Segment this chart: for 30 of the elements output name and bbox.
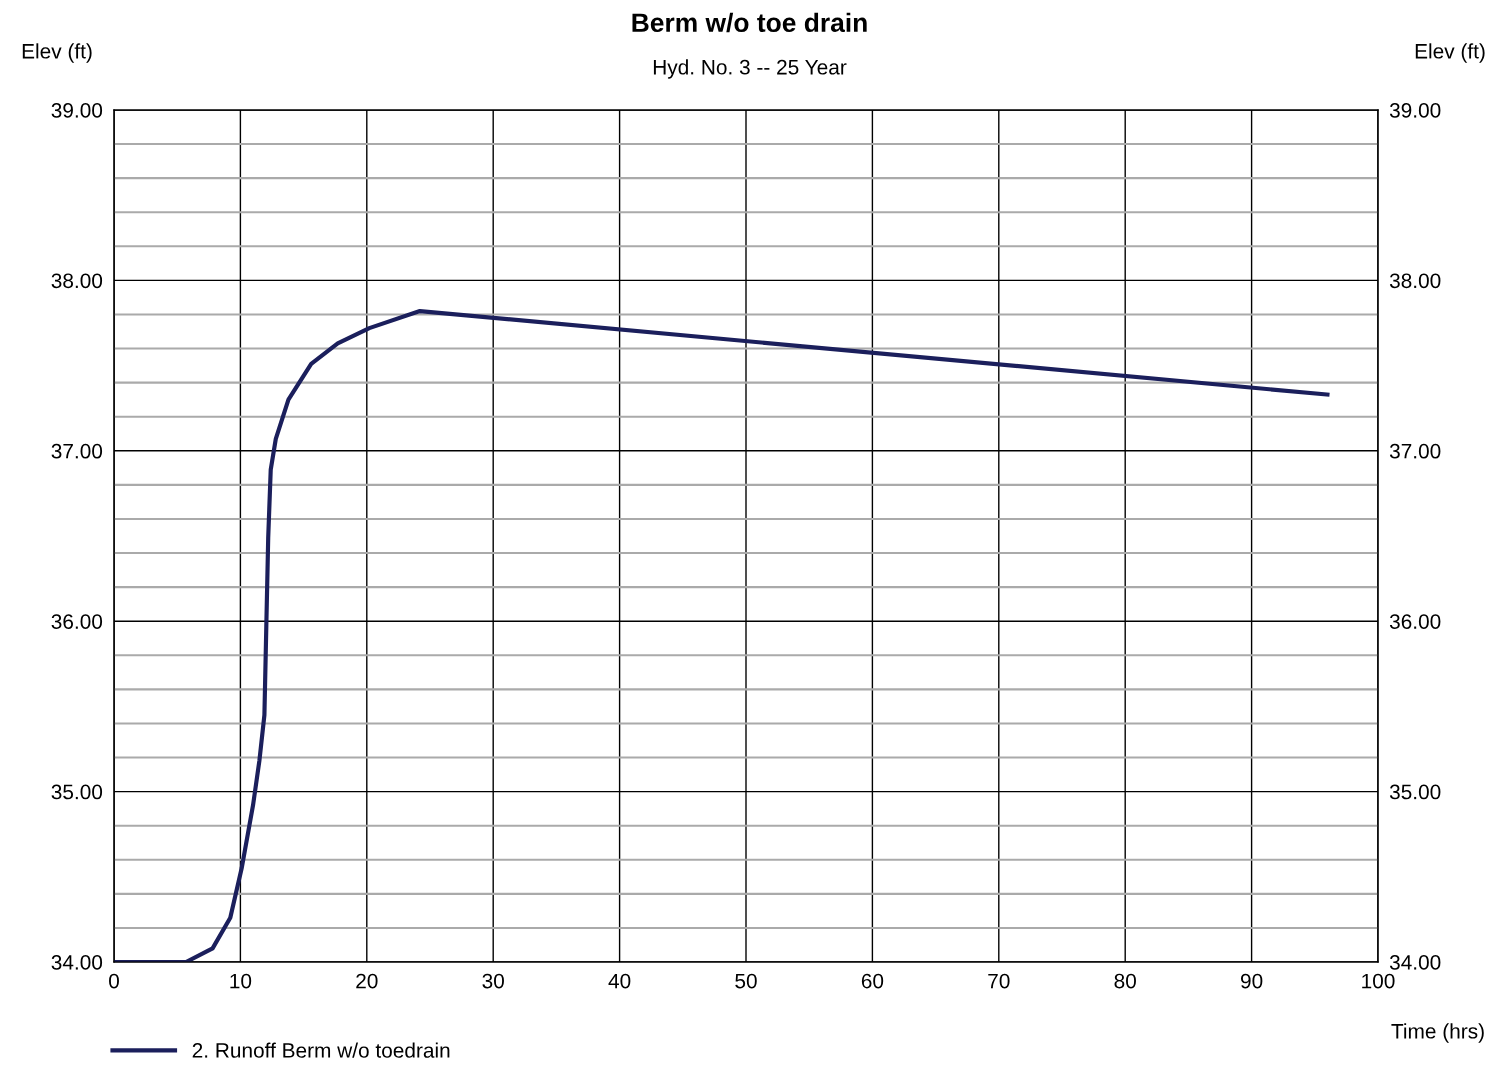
- y-tick-label: 37.00: [51, 443, 103, 459]
- x-tick-label: 40: [608, 973, 631, 989]
- y-tick-label: 38.00: [51, 273, 103, 289]
- y-tick-label: 36.00: [51, 614, 103, 629]
- x-tick-label: 70: [988, 973, 1010, 989]
- x-tick-label: 30: [482, 973, 504, 989]
- line-series: [114, 308, 1330, 962]
- x-tick-label: 20: [356, 973, 378, 989]
- y2-tick-label: 37.00: [1389, 443, 1441, 459]
- legend-label: 2. Runoff Berm w/o toedrain: [192, 1042, 450, 1058]
- x-tick-label: 0: [109, 973, 119, 989]
- chart-subtitle: Hyd. No. 3 -- 25 Year: [653, 59, 847, 79]
- y2-tick-label: 35.00: [1389, 784, 1441, 800]
- x-tick-label: 60: [861, 973, 884, 989]
- x-tick-label: 100: [1362, 973, 1395, 989]
- y-axis-title: Elev (ft): [22, 43, 92, 63]
- y2-tick-label: 34.00: [1389, 955, 1441, 970]
- y2-tick-label: 36.00: [1389, 614, 1441, 629]
- y-tick-label: 35.00: [51, 784, 103, 800]
- y-tick-label: 39.00: [51, 103, 103, 118]
- x-tick-label: 50: [735, 973, 757, 989]
- y-tick-label: 34.00: [51, 955, 103, 970]
- x-tick-label: 80: [1114, 973, 1136, 989]
- y2-axis-title: Elev (ft): [1415, 43, 1485, 63]
- chart-title: Berm w/o toe drain: [632, 12, 867, 33]
- y2-tick-label: 38.00: [1389, 273, 1441, 289]
- x-axis-title: Time (hrs): [1391, 1023, 1484, 1043]
- y2-tick-label: 39.00: [1389, 103, 1441, 118]
- x-tick-label: 10: [230, 973, 252, 989]
- x-tick-label: 90: [1240, 973, 1263, 989]
